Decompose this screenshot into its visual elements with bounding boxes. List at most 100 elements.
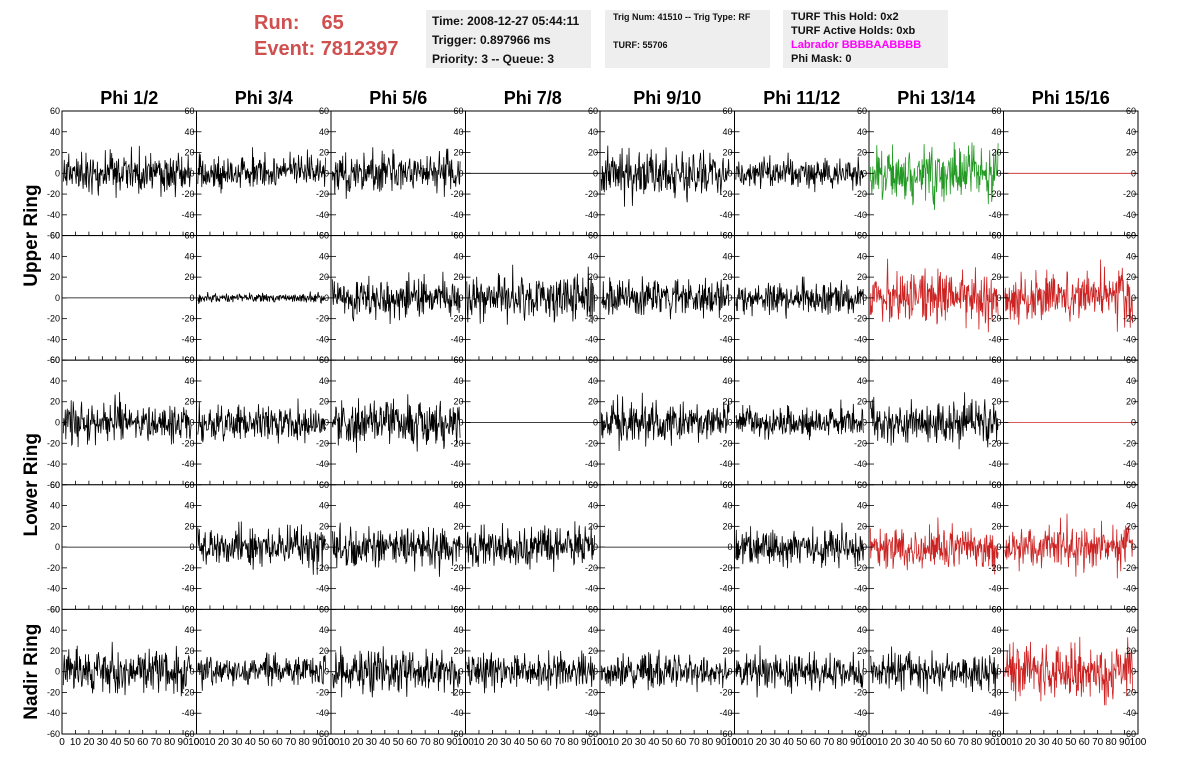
y-tick-label: -40 — [988, 459, 1001, 469]
x-tick-label: 100 — [457, 737, 474, 748]
y-tick-label: 20 — [588, 397, 598, 407]
x-tick-label: 80 — [837, 737, 849, 748]
y-tick-label: -60 — [47, 480, 60, 490]
y-tick-label: 20 — [319, 148, 329, 158]
x-tick-label: 80 — [164, 737, 176, 748]
y-tick-label: 0 — [862, 667, 867, 677]
y-tick-label: 40 — [453, 376, 463, 386]
x-tick-label: 20 — [1025, 737, 1037, 748]
y-tick-label: 40 — [50, 501, 60, 511]
y-tick-label: 0 — [55, 168, 60, 178]
x-tick-label: 70 — [285, 737, 297, 748]
x-tick-label: 100 — [188, 737, 205, 748]
trigger-text: Trigger: 0.897966 ms — [432, 33, 551, 47]
y-tick-label: -40 — [181, 334, 194, 344]
y-tick-label: 40 — [1126, 501, 1136, 511]
y-tick-label: 20 — [588, 148, 598, 158]
y-tick-label: -40 — [988, 708, 1001, 718]
y-tick-label: -40 — [450, 708, 463, 718]
y-tick-label: -20 — [988, 314, 1001, 324]
y-tick-label: 40 — [184, 376, 194, 386]
y-tick-label: -40 — [719, 708, 732, 718]
turf-text: TURF: 55706 — [613, 40, 668, 50]
turf-active-text: TURF Active Holds: 0xb — [791, 25, 916, 37]
x-tick-label: 0 — [597, 737, 603, 748]
x-tick-label: 0 — [732, 737, 738, 748]
y-tick-label: 0 — [324, 542, 329, 552]
x-tick-label: 10 — [877, 737, 889, 748]
y-tick-label: 60 — [184, 106, 194, 116]
y-tick-label: -60 — [719, 729, 732, 739]
x-tick-label: 30 — [769, 737, 781, 748]
y-tick-label: -40 — [316, 708, 329, 718]
x-tick-label: 90 — [177, 737, 189, 748]
y-tick-label: 20 — [453, 272, 463, 282]
waveform-trace — [331, 271, 461, 325]
waveform-trace — [62, 145, 192, 198]
y-tick-label: -20 — [585, 314, 598, 324]
y-tick-label: -40 — [854, 584, 867, 594]
waveform-trace — [197, 521, 326, 575]
y-tick-label: 40 — [184, 251, 194, 261]
y-tick-label: 20 — [50, 397, 60, 407]
x-tick-label: 40 — [110, 737, 122, 748]
y-tick-label: 20 — [184, 148, 194, 158]
y-tick-label: 40 — [1126, 625, 1136, 635]
y-tick-label: 40 — [588, 625, 598, 635]
y-tick-label: 0 — [324, 168, 329, 178]
y-tick-label: 20 — [453, 646, 463, 656]
y-tick-label: 60 — [1126, 604, 1136, 614]
waveform-trace — [197, 398, 326, 444]
y-tick-label: 0 — [862, 542, 867, 552]
y-tick-label: 60 — [50, 355, 60, 365]
waveform-trace — [197, 291, 326, 305]
x-tick-label: 20 — [83, 737, 95, 748]
y-tick-label: -40 — [988, 584, 1001, 594]
waveform-trace — [869, 142, 999, 211]
y-tick-label: 20 — [453, 397, 463, 407]
y-tick-label: -20 — [450, 189, 463, 199]
y-tick-label: 0 — [1131, 418, 1136, 428]
y-tick-label: 40 — [319, 376, 329, 386]
y-tick-label: -20 — [854, 314, 867, 324]
ring-label: Nadir Ring — [21, 624, 42, 720]
y-tick-label: -20 — [719, 563, 732, 573]
y-tick-label: 40 — [991, 501, 1001, 511]
x-tick-label: 70 — [689, 737, 701, 748]
x-tick-label: 90 — [446, 737, 458, 748]
x-tick-label: 30 — [366, 737, 378, 748]
x-tick-label: 90 — [581, 737, 593, 748]
x-tick-label: 10 — [608, 737, 620, 748]
y-tick-label: 40 — [50, 251, 60, 261]
x-tick-label: 20 — [756, 737, 768, 748]
y-tick-label: 20 — [857, 272, 867, 282]
y-tick-label: 40 — [319, 127, 329, 137]
y-tick-label: 40 — [588, 501, 598, 511]
y-tick-label: 20 — [50, 521, 60, 531]
x-tick-label: 70 — [823, 737, 835, 748]
waveform-trace — [197, 147, 326, 194]
y-tick-label: 0 — [324, 293, 329, 303]
y-tick-label: 60 — [857, 604, 867, 614]
y-tick-label: -60 — [988, 729, 1001, 739]
x-tick-label: 40 — [648, 737, 660, 748]
y-tick-label: -20 — [47, 687, 60, 697]
y-tick-label: -40 — [585, 584, 598, 594]
x-tick-label: 0 — [328, 737, 334, 748]
y-tick-label: -20 — [719, 438, 732, 448]
x-tick-label: 70 — [1092, 737, 1104, 748]
x-tick-label: 70 — [151, 737, 163, 748]
y-tick-label: 20 — [857, 521, 867, 531]
y-tick-label: 20 — [991, 521, 1001, 531]
x-tick-label: 30 — [635, 737, 647, 748]
y-tick-label: -20 — [854, 438, 867, 448]
x-tick-label: 20 — [890, 737, 902, 748]
x-tick-label: 100 — [323, 737, 340, 748]
x-tick-label: 10 — [70, 737, 82, 748]
x-tick-label: 90 — [715, 737, 727, 748]
phi-mask-text: Phi Mask: 0 — [791, 53, 852, 65]
x-tick-label: 50 — [124, 737, 136, 748]
y-tick-label: -40 — [854, 334, 867, 344]
y-tick-label: 0 — [458, 667, 463, 677]
y-tick-label: 20 — [722, 646, 732, 656]
